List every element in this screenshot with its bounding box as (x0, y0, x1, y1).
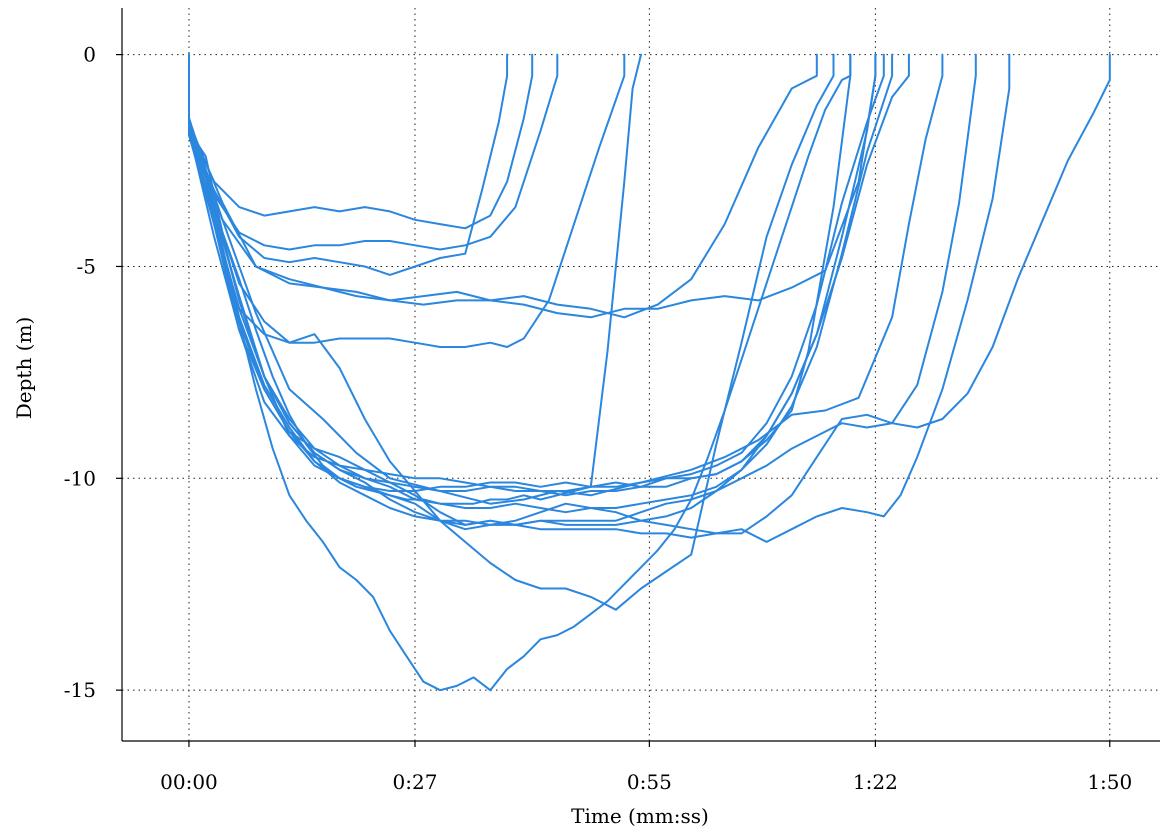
dive-line-18 (188, 53, 852, 692)
dive-line-17 (188, 53, 835, 611)
dive-line-12 (188, 53, 910, 526)
grid (122, 8, 1160, 741)
dive-line-8 (188, 53, 852, 492)
y-tick-label-3: -15 (64, 678, 96, 702)
x-tick-label-0: 00:00 (160, 770, 218, 794)
series-layer (188, 53, 1111, 692)
dive-line-16 (188, 53, 1111, 539)
dive-line-6 (188, 53, 818, 319)
dive-line-2 (188, 53, 509, 276)
dive-line-3 (188, 53, 534, 230)
axes (116, 8, 1160, 747)
dive-line-11 (188, 53, 894, 514)
x-tick-label-4: 1:50 (1087, 770, 1132, 794)
dive-line-4 (188, 53, 559, 251)
dive-line-7 (188, 53, 877, 319)
x-axis-label: Time (mm:ss) (571, 804, 709, 828)
y-tick-label-2: -10 (64, 466, 96, 490)
x-tick-label-1: 0:27 (393, 770, 438, 794)
y-tick-label-1: -5 (77, 254, 96, 278)
dive-line-14 (188, 53, 977, 526)
x-tick-label-3: 1:22 (853, 770, 898, 794)
y-tick-label-0: 0 (83, 43, 96, 67)
tick-labels: 00:00 0:27 0:55 1:22 1:50 0 -5 -10 -15 (64, 43, 1132, 794)
x-tick-label-2: 0:55 (627, 770, 672, 794)
dive-line-1 (188, 53, 642, 505)
dive-line-13 (188, 53, 944, 505)
y-axis-label: Depth (m) (12, 317, 36, 420)
dive-line-5 (188, 53, 626, 348)
dive-line-15 (188, 53, 1011, 543)
